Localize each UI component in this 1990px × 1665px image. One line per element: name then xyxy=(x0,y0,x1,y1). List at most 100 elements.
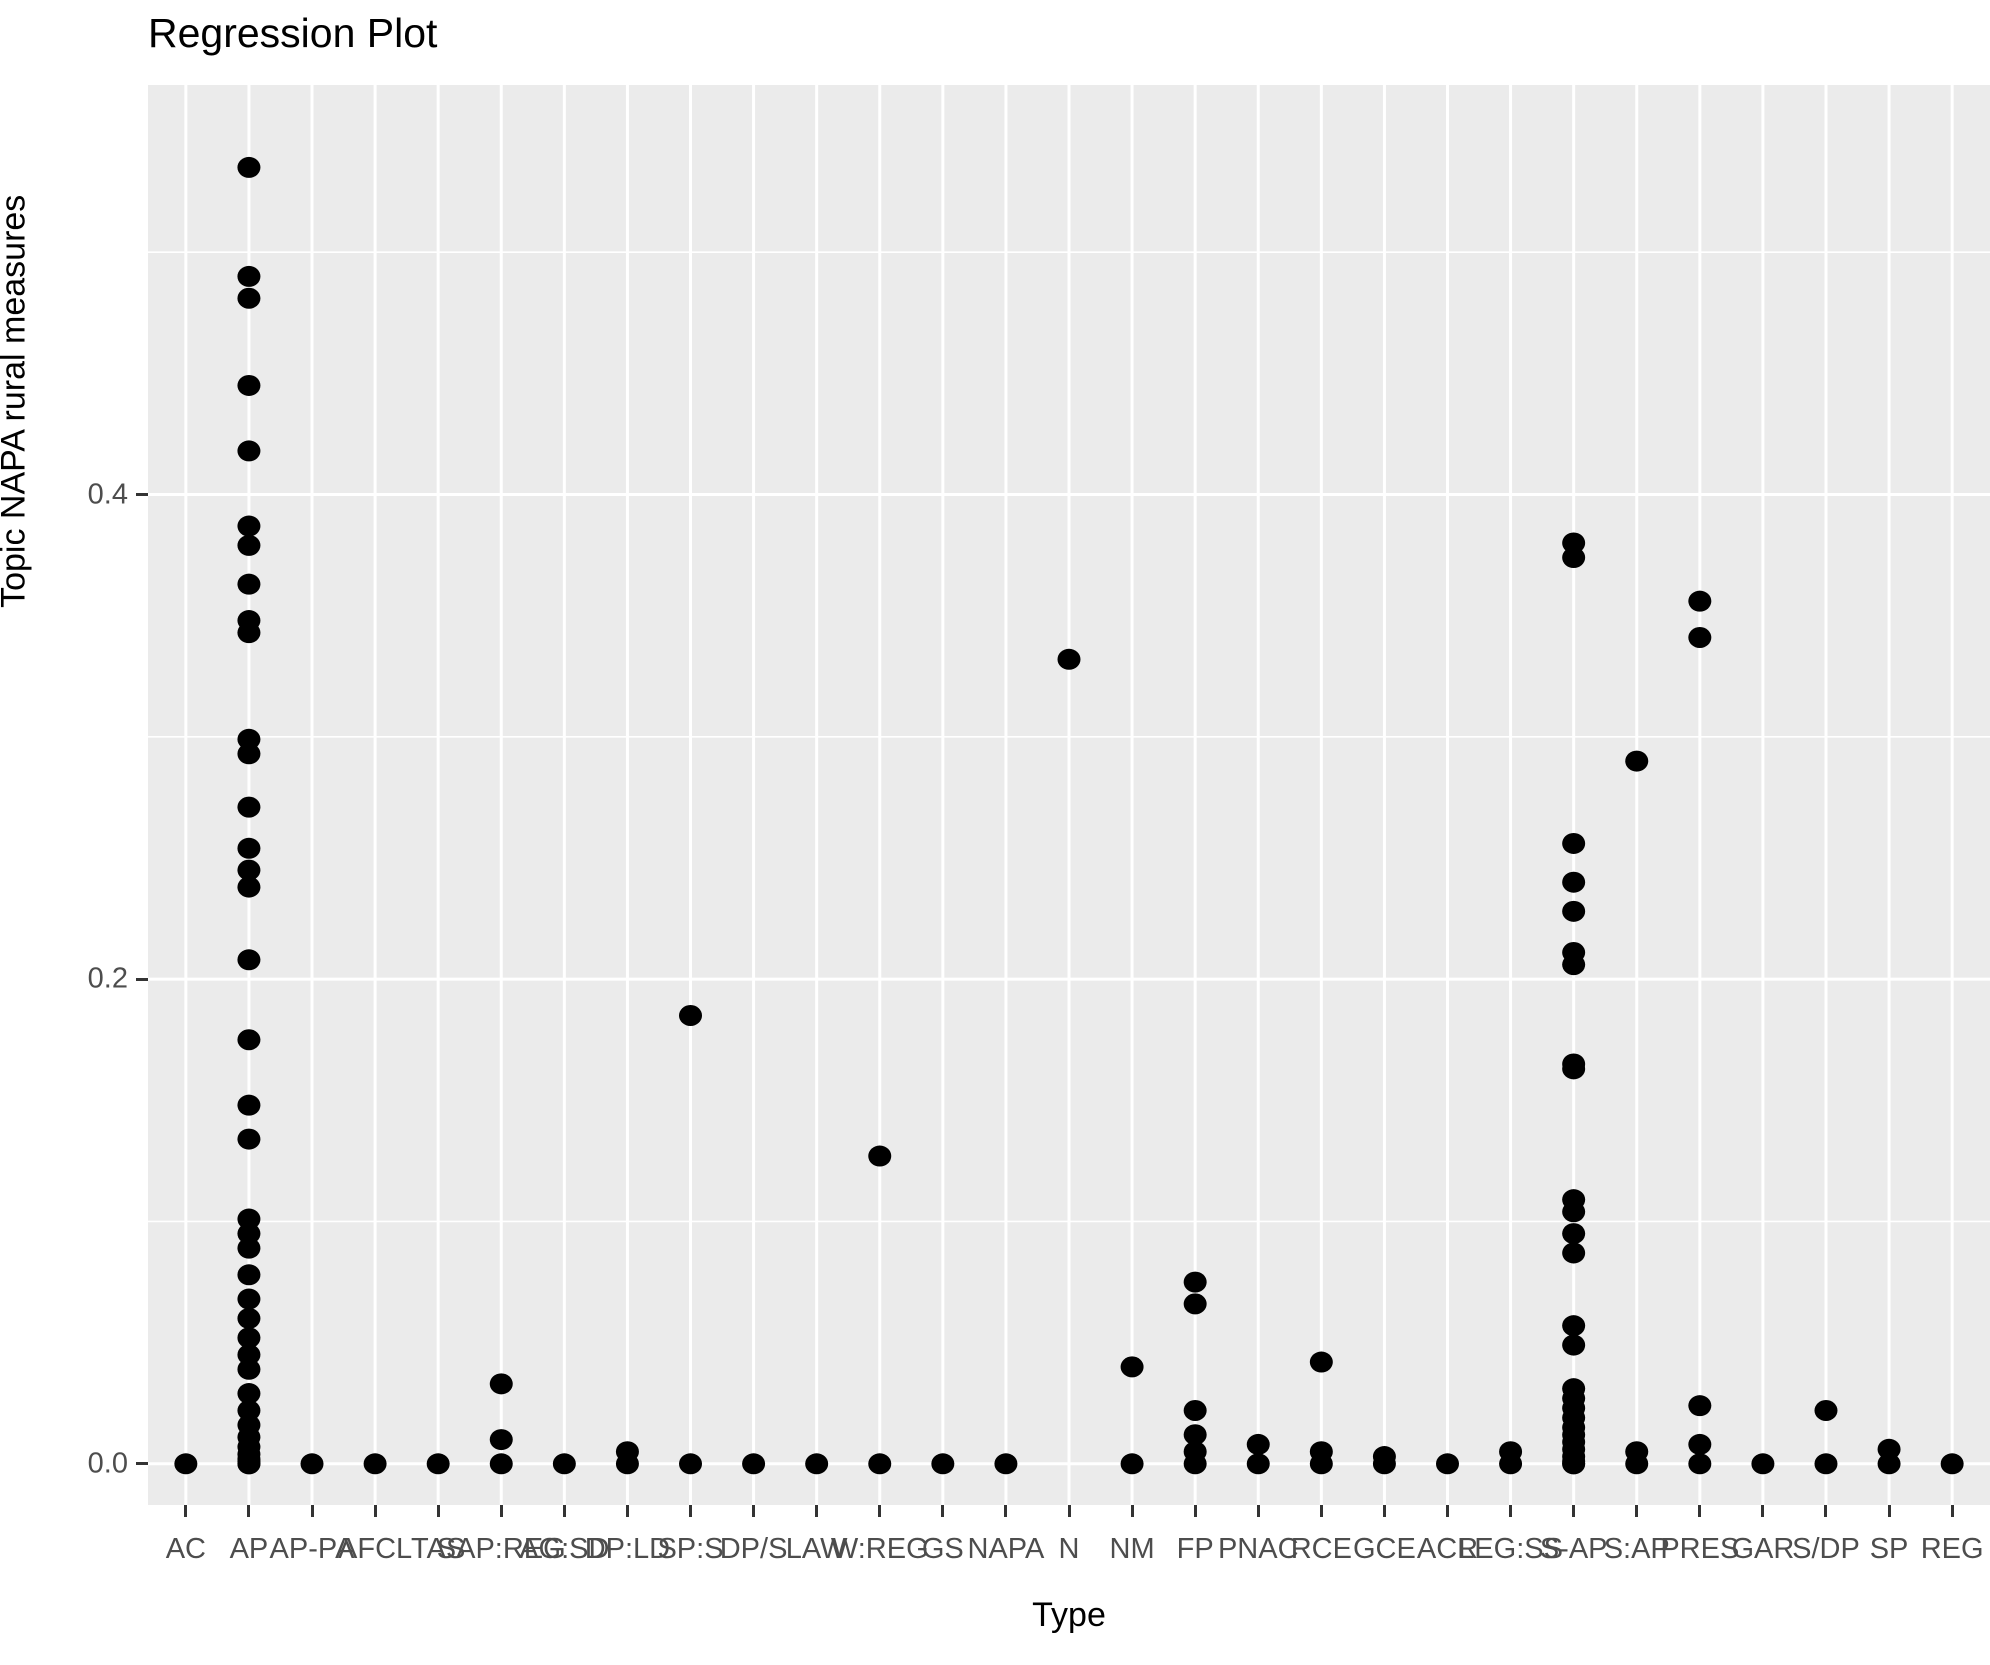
data-point xyxy=(679,1453,703,1475)
x-tick-label: SAP:REG xyxy=(436,1533,566,1565)
y-axis-tick-mark xyxy=(136,1462,148,1466)
data-point xyxy=(1877,1453,1901,1475)
data-point xyxy=(237,1029,261,1051)
x-tick-label: GAR xyxy=(1731,1533,1795,1565)
data-point xyxy=(1183,1293,1207,1315)
data-point xyxy=(1625,750,1649,772)
data-point xyxy=(237,374,261,396)
y-tick-label: 0.0 xyxy=(87,1447,128,1480)
x-tick-label: DP:LD xyxy=(584,1533,671,1565)
x-axis-tick-mark xyxy=(1761,1505,1765,1517)
data-point xyxy=(1562,900,1586,922)
scatter-plot-canvas xyxy=(148,85,1990,1505)
data-point xyxy=(1562,1223,1586,1245)
data-point xyxy=(237,743,261,765)
data-point xyxy=(237,265,261,287)
data-point xyxy=(237,1358,261,1380)
data-point xyxy=(1562,1315,1586,1337)
plot-panel xyxy=(148,85,1990,1505)
data-point xyxy=(489,1453,513,1475)
y-axis-tick-mark xyxy=(136,493,148,497)
x-axis-tick-mark xyxy=(499,1505,503,1517)
x-tick-label: AC xyxy=(165,1533,206,1565)
data-point xyxy=(994,1453,1018,1475)
x-axis-tick-mark xyxy=(878,1505,882,1517)
x-tick-label: LEG:SS xyxy=(1458,1533,1563,1565)
x-axis-tick-mark xyxy=(1887,1505,1891,1517)
x-tick-label: LAW xyxy=(785,1533,848,1565)
data-point xyxy=(489,1429,513,1451)
data-point xyxy=(237,440,261,462)
y-axis-title: Topic NAPA rural measures xyxy=(0,194,33,608)
x-tick-label: REG xyxy=(1920,1533,1984,1565)
data-point xyxy=(489,1373,513,1395)
data-point xyxy=(174,1453,198,1475)
x-axis-tick-mark xyxy=(1067,1505,1071,1517)
data-point xyxy=(1814,1453,1838,1475)
data-point xyxy=(1814,1399,1838,1421)
data-point xyxy=(237,1223,261,1245)
data-point xyxy=(1688,1433,1712,1455)
data-point xyxy=(805,1453,829,1475)
data-point xyxy=(1940,1453,1964,1475)
x-axis-tick-mark xyxy=(1635,1505,1639,1517)
data-point xyxy=(237,515,261,537)
data-point xyxy=(1562,547,1586,569)
data-point xyxy=(237,876,261,898)
x-tick-label: DP/S xyxy=(719,1533,788,1565)
x-tick-label: SP xyxy=(1869,1533,1909,1565)
x-axis-tick-mark xyxy=(1445,1505,1449,1517)
x-tick-label: FP xyxy=(1176,1533,1214,1565)
data-point xyxy=(931,1453,955,1475)
data-point xyxy=(1562,871,1586,893)
data-point xyxy=(237,1399,261,1421)
data-point xyxy=(1562,1242,1586,1264)
x-tick-label: PRES xyxy=(1660,1533,1740,1565)
data-point xyxy=(237,1327,261,1349)
data-point xyxy=(1562,1334,1586,1356)
data-point xyxy=(237,796,261,818)
x-axis-tick-mark xyxy=(1950,1505,1954,1517)
data-point xyxy=(1435,1453,1459,1475)
x-axis-tick-mark xyxy=(562,1505,566,1517)
x-axis-tick-mark xyxy=(436,1505,440,1517)
data-point xyxy=(237,1383,261,1405)
data-point xyxy=(237,1208,261,1230)
data-point xyxy=(237,859,261,881)
data-point xyxy=(237,1237,261,1259)
data-point xyxy=(237,622,261,644)
x-tick-label: S/DP xyxy=(1792,1533,1860,1565)
x-axis-tick-mark xyxy=(815,1505,819,1517)
data-point xyxy=(1688,626,1712,648)
x-axis-tick-mark xyxy=(1319,1505,1323,1517)
x-tick-label: ACR xyxy=(1416,1533,1479,1565)
x-axis-tick-mark xyxy=(1572,1505,1576,1517)
data-point xyxy=(1309,1453,1333,1475)
x-axis-tick-mark xyxy=(625,1505,629,1517)
data-point xyxy=(1562,1201,1586,1223)
x-axis-tick-mark xyxy=(689,1505,692,1517)
data-point xyxy=(1688,1453,1712,1475)
data-point xyxy=(1183,1453,1207,1475)
x-axis-tick-mark xyxy=(247,1505,251,1517)
x-tick-label: PNAC xyxy=(1217,1533,1299,1565)
data-point xyxy=(237,728,261,750)
data-point xyxy=(1120,1453,1144,1475)
x-tick-label: AG:SD xyxy=(519,1533,610,1565)
data-point xyxy=(1246,1453,1270,1475)
x-axis-tick-mark xyxy=(1824,1505,1828,1517)
data-point xyxy=(237,1288,261,1310)
data-point xyxy=(1562,832,1586,854)
x-tick-label: S:AP xyxy=(1603,1533,1670,1565)
data-point xyxy=(1688,1395,1712,1417)
data-point xyxy=(237,1128,261,1150)
x-axis-tick-mark xyxy=(310,1505,314,1517)
x-axis-tick-mark xyxy=(1698,1505,1702,1517)
x-axis-tick-mark xyxy=(941,1505,945,1517)
data-point xyxy=(1120,1356,1144,1378)
data-point xyxy=(237,1264,261,1286)
data-point xyxy=(1499,1453,1523,1475)
data-point xyxy=(868,1145,892,1167)
x-tick-label: SP:S xyxy=(657,1533,724,1565)
